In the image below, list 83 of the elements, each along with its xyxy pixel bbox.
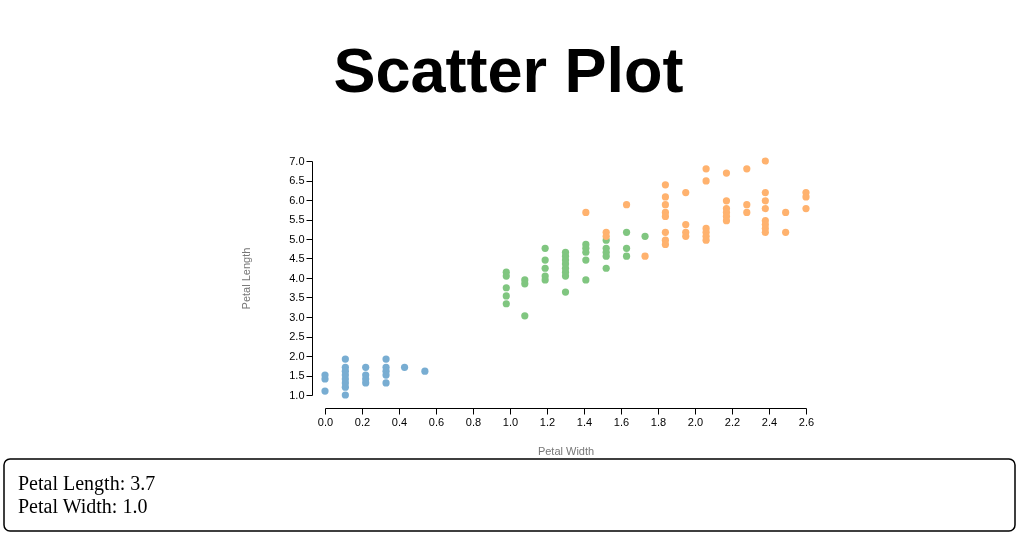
x-tick-label: 1.0 bbox=[502, 415, 519, 428]
point bbox=[743, 165, 751, 173]
point bbox=[743, 208, 751, 217]
point bbox=[541, 244, 549, 252]
x-axis-title: Petal Width bbox=[537, 444, 595, 457]
y-tick-label: 3.5 bbox=[289, 291, 305, 303]
text: Petal Length: 3.7 bbox=[18, 472, 156, 495]
point bbox=[602, 264, 610, 272]
point bbox=[582, 208, 590, 217]
point bbox=[321, 387, 329, 395]
x-tick-label: 0.2 bbox=[354, 415, 371, 428]
x-tick-label: 1.6 bbox=[613, 415, 630, 428]
point bbox=[622, 201, 631, 209]
point bbox=[622, 228, 631, 236]
x-tick-label: 2.4 bbox=[761, 415, 778, 428]
y-tick-label: 6.0 bbox=[289, 193, 305, 206]
text: Petal Width: 1.0 bbox=[18, 495, 148, 517]
point bbox=[382, 355, 390, 363]
y-tick-label: 4.0 bbox=[289, 271, 305, 284]
x-tick-label: 0.8 bbox=[465, 415, 482, 428]
point bbox=[541, 276, 549, 284]
x-tick-label: 1.8 bbox=[650, 415, 667, 428]
point bbox=[702, 177, 710, 185]
point bbox=[382, 379, 390, 387]
point bbox=[561, 288, 570, 296]
point bbox=[722, 169, 731, 177]
x-tick-label: 0.4 bbox=[391, 415, 408, 428]
x-tick-label: 2.2 bbox=[724, 415, 741, 428]
point bbox=[661, 193, 670, 201]
point bbox=[502, 300, 510, 308]
y-tick-label: 2.0 bbox=[289, 349, 305, 362]
point bbox=[541, 256, 549, 264]
point bbox=[702, 165, 710, 173]
chart-title: Scatter Plot bbox=[333, 35, 684, 105]
y-tick-label: 1.5 bbox=[289, 369, 305, 381]
point bbox=[521, 280, 529, 288]
y-tick-label: 4.5 bbox=[289, 252, 305, 264]
point bbox=[743, 201, 751, 209]
point bbox=[341, 391, 349, 399]
point bbox=[641, 252, 649, 260]
x-tick-label: 0.6 bbox=[428, 415, 445, 428]
point bbox=[582, 256, 590, 264]
x-tick-label: 1.2 bbox=[539, 415, 556, 428]
point bbox=[521, 312, 529, 320]
point bbox=[622, 252, 631, 260]
x-tick-label: 2.0 bbox=[687, 415, 704, 428]
y-tick-label: 7.0 bbox=[289, 154, 305, 167]
point bbox=[682, 220, 690, 229]
point bbox=[341, 355, 349, 363]
point bbox=[362, 379, 370, 387]
point bbox=[362, 363, 370, 371]
point bbox=[502, 292, 510, 300]
x-tick-label: 1.4 bbox=[576, 415, 593, 428]
point bbox=[421, 367, 429, 375]
point bbox=[761, 188, 769, 197]
point bbox=[641, 232, 649, 240]
y-tick-label: 2.5 bbox=[289, 330, 305, 342]
point bbox=[761, 157, 769, 165]
point bbox=[400, 363, 409, 371]
y-tick-label: 3.0 bbox=[289, 310, 305, 323]
point bbox=[622, 244, 631, 252]
x-tick-label: 2.6 bbox=[798, 415, 815, 428]
point bbox=[761, 197, 769, 205]
point bbox=[782, 208, 790, 217]
point bbox=[722, 197, 731, 205]
point bbox=[802, 193, 810, 201]
y-tick-label: 5.5 bbox=[289, 213, 305, 225]
point bbox=[722, 217, 731, 225]
point bbox=[661, 181, 670, 189]
point bbox=[502, 284, 510, 292]
point bbox=[661, 201, 670, 209]
y-tick-label: 1.0 bbox=[289, 388, 305, 401]
point bbox=[541, 264, 549, 272]
x-tick-label: 0.0 bbox=[317, 415, 334, 428]
point bbox=[682, 188, 690, 197]
y-tick-label: 6.5 bbox=[289, 174, 305, 186]
point bbox=[761, 204, 769, 213]
point bbox=[782, 228, 790, 236]
point bbox=[802, 204, 810, 213]
y-tick-label: 5.0 bbox=[289, 232, 305, 245]
y-axis-title: Petal Length bbox=[240, 247, 253, 310]
point bbox=[661, 228, 670, 236]
point bbox=[582, 276, 590, 284]
